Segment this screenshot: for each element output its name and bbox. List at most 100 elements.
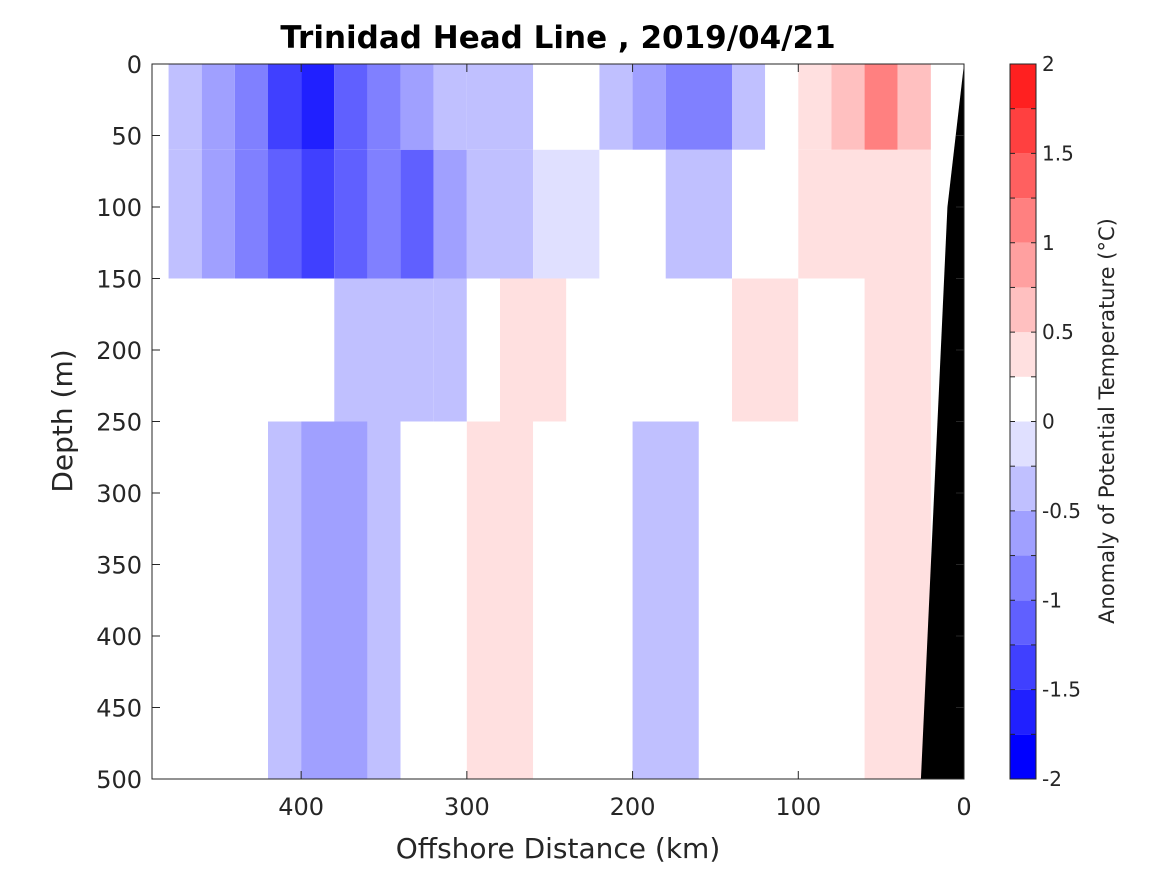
colorbar-swatch — [1010, 332, 1036, 377]
anomaly-cell-36 — [798, 149, 931, 279]
y-tick-label: 50 — [111, 123, 142, 151]
anomaly-cell-51 — [400, 421, 467, 779]
anomaly-cell-42 — [566, 278, 666, 422]
colorbar-label: Anomaly of Potential Temperature (°C) — [1095, 218, 1119, 624]
x-tick-label: 200 — [610, 793, 656, 821]
anomaly-cell-24 — [268, 149, 302, 279]
y-tick-label: 0 — [127, 51, 142, 79]
anomaly-cell-26 — [334, 149, 368, 279]
plot-area — [152, 64, 964, 779]
anomaly-cell-48 — [268, 421, 302, 779]
colorbar-tick-label: 2 — [1042, 52, 1055, 76]
anomaly-cell-7 — [400, 64, 434, 150]
anomaly-cell-13 — [632, 64, 666, 150]
anomaly-cell-40 — [466, 278, 500, 422]
anomaly-cell-30 — [466, 149, 500, 279]
colorbar-swatch — [1010, 198, 1036, 243]
colorbar-swatch — [1010, 600, 1036, 645]
anomaly-cell-39 — [433, 278, 467, 422]
chart-title: Trinidad Head Line , 2019/04/21 — [280, 20, 835, 56]
anomaly-cell-1 — [201, 64, 235, 150]
anomaly-cell-18 — [831, 64, 865, 150]
anomaly-cell-37 — [168, 278, 335, 422]
y-tick-label: 150 — [96, 266, 142, 294]
x-tick-label: 0 — [956, 793, 971, 821]
anomaly-cell-54 — [632, 421, 699, 779]
y-tick-label: 250 — [96, 409, 142, 437]
y-tick-label: 450 — [96, 695, 142, 723]
anomaly-cell-23 — [234, 149, 268, 279]
anomaly-cell-2 — [234, 64, 268, 150]
anomaly-field — [168, 64, 931, 779]
anomaly-cell-50 — [367, 421, 401, 779]
colorbar-swatch — [1010, 108, 1036, 154]
colorbar-swatch — [1010, 242, 1036, 288]
y-tick-label: 400 — [96, 623, 142, 651]
x-tick-label: 300 — [444, 793, 490, 821]
y-tick-label: 200 — [96, 337, 142, 365]
anomaly-cell-49 — [301, 421, 368, 779]
anomaly-cell-55 — [698, 421, 799, 779]
colorbar-swatch — [1010, 689, 1036, 735]
anomaly-cell-6 — [367, 64, 401, 150]
anomaly-cell-11 — [533, 64, 600, 150]
colorbar-tick-label: 1 — [1042, 231, 1055, 255]
anomaly-cell-44 — [732, 278, 799, 422]
y-tick-label: 350 — [96, 552, 142, 580]
y-tick-label: 300 — [96, 480, 142, 508]
y-axis-label: Depth (m) — [46, 349, 79, 492]
anomaly-cell-52 — [466, 421, 534, 779]
anomaly-cell-10 — [500, 64, 534, 150]
colorbar-swatch — [1010, 153, 1036, 199]
colorbar-ticks: -2 -1.5 -1 -0.5 0 0.5 1 1.5 2 — [1010, 52, 1081, 791]
colorbar-swatch — [1010, 421, 1036, 467]
anomaly-cell-3 — [268, 64, 302, 150]
anomaly-cell-4 — [301, 64, 335, 150]
colorbar-tick-label: 1.5 — [1042, 141, 1074, 165]
colorbar-swatch — [1010, 287, 1036, 333]
anomaly-cell-19 — [864, 64, 898, 150]
y-tick-label: 100 — [96, 194, 142, 222]
anomaly-cell-53 — [533, 421, 633, 779]
anomaly-cell-9 — [466, 64, 500, 150]
anomaly-cell-31 — [500, 149, 534, 279]
y-axis: 0 50 100 150 200 250 300 350 400 450 500 — [96, 51, 964, 794]
colorbar-swatch — [1010, 376, 1036, 422]
colorbar-tick-label: -1.5 — [1042, 678, 1081, 702]
anomaly-cell-15 — [732, 64, 766, 150]
x-tick-label: 400 — [278, 793, 324, 821]
seafloor-bathymetry — [920, 64, 964, 779]
anomaly-cell-17 — [798, 64, 832, 150]
anomaly-cell-46 — [864, 278, 931, 422]
colorbar — [1009, 63, 1037, 780]
y-tick-label: 500 — [96, 766, 142, 794]
colorbar-swatch — [1010, 64, 1036, 109]
anomaly-cell-29 — [433, 149, 467, 279]
colorbar-swatch — [1010, 510, 1036, 556]
anomaly-cell-27 — [367, 149, 401, 279]
anomaly-cell-56 — [798, 421, 865, 779]
x-axis-label: Offshore Distance (km) — [396, 832, 721, 865]
anomaly-cell-20 — [897, 64, 931, 150]
anomaly-cell-45 — [798, 278, 865, 422]
x-axis: 400 300 200 100 0 — [278, 64, 972, 821]
anomaly-cell-28 — [400, 149, 434, 279]
colorbar-swatch — [1010, 644, 1036, 690]
colorbar-swatch — [1010, 466, 1036, 511]
anomaly-cell-21 — [168, 149, 202, 279]
colorbar-swatch — [1010, 734, 1036, 779]
anomaly-cell-32 — [533, 149, 600, 279]
anomaly-cell-5 — [334, 64, 368, 150]
anomaly-cell-34 — [665, 149, 732, 279]
colorbar-tick-label: 0.5 — [1042, 320, 1074, 344]
anomaly-cell-22 — [201, 149, 235, 279]
anomaly-cell-16 — [765, 64, 799, 150]
anomaly-cell-43 — [665, 278, 732, 422]
anomaly-cell-57 — [864, 421, 931, 779]
x-tick-label: 100 — [775, 793, 821, 821]
anomaly-cell-12 — [599, 64, 633, 150]
colorbar-swatch — [1010, 555, 1036, 601]
colorbar-tick-label: -0.5 — [1042, 499, 1081, 523]
anomaly-cell-14 — [665, 64, 732, 150]
